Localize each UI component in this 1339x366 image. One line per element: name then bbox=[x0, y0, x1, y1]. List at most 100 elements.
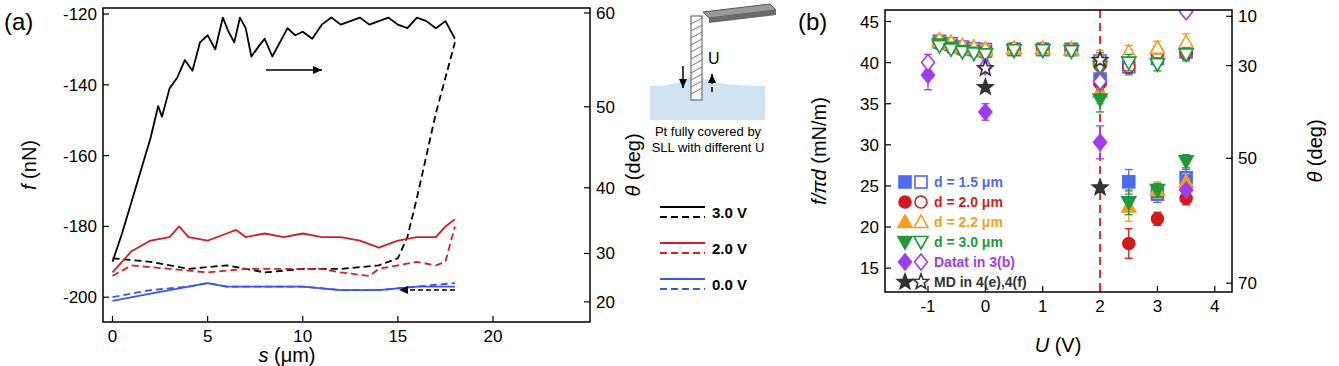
fiber-hatch bbox=[691, 32, 702, 38]
axis-title-unit: (deg) bbox=[1304, 119, 1326, 171]
y2-tick-label: 70 bbox=[1238, 274, 1257, 293]
y-tick bbox=[885, 185, 891, 186]
y-tick bbox=[103, 226, 109, 227]
marker bbox=[1150, 59, 1164, 72]
series-line bbox=[113, 42, 455, 272]
legend-swatch bbox=[660, 242, 705, 244]
marker bbox=[1180, 10, 1193, 20]
axis-title-symbol: s bbox=[258, 344, 268, 366]
x-tick-label: 5 bbox=[203, 327, 212, 346]
plot-frame bbox=[103, 8, 590, 322]
y2-tick bbox=[1226, 65, 1232, 66]
legend-label: 0.0 V bbox=[712, 276, 747, 293]
marker bbox=[899, 176, 911, 188]
x-tick-label: 0 bbox=[108, 327, 117, 346]
axis-title-symbol: θ bbox=[622, 186, 644, 197]
marker bbox=[1092, 180, 1107, 194]
axis-title: s (μm) bbox=[258, 344, 315, 366]
y2-tick bbox=[584, 187, 590, 188]
fiber-hatch bbox=[691, 39, 702, 45]
arrow-head bbox=[313, 66, 322, 74]
y2-tick bbox=[584, 253, 590, 254]
axis-title-unit: (mN/m) bbox=[808, 97, 830, 169]
annotation: U bbox=[708, 50, 720, 67]
x-tick-label: 0 bbox=[981, 297, 990, 316]
legend-label: 2.0 V bbox=[712, 240, 747, 257]
panel-label: (b) bbox=[798, 8, 827, 35]
y-tick-label: 45 bbox=[860, 13, 879, 32]
marker bbox=[1179, 156, 1193, 169]
error-bar-cap bbox=[924, 89, 932, 90]
marker bbox=[1007, 45, 1021, 58]
legend-swatch bbox=[660, 216, 705, 218]
x-tick-label: 4 bbox=[1210, 297, 1219, 316]
series-line bbox=[113, 283, 455, 297]
x-tick-label: 2 bbox=[1095, 297, 1104, 316]
marker bbox=[915, 196, 927, 208]
marker bbox=[1064, 46, 1078, 59]
fiber-hatch bbox=[691, 81, 702, 87]
x-tick-label: 20 bbox=[484, 327, 503, 346]
y-tick bbox=[885, 144, 891, 145]
marker bbox=[898, 215, 912, 228]
y2-tick bbox=[584, 12, 590, 13]
fiber-hatch bbox=[691, 46, 702, 52]
series-line bbox=[113, 226, 455, 276]
fiber bbox=[691, 16, 702, 100]
plot-data bbox=[922, 10, 1194, 292]
axis-title-symbol: θ bbox=[1304, 172, 1326, 183]
axis-title-symbol: f/πd bbox=[808, 168, 830, 205]
y-tick-label: 35 bbox=[860, 95, 879, 114]
y-tick-label: -200 bbox=[63, 288, 97, 307]
y2-tick-label: 50 bbox=[1238, 149, 1257, 168]
marker bbox=[897, 274, 912, 288]
legend-swatch bbox=[660, 252, 705, 254]
axis-title-unit: (V) bbox=[1049, 334, 1081, 356]
y-tick bbox=[885, 103, 891, 104]
panel-label: (a) bbox=[4, 8, 33, 35]
plot-data bbox=[113, 18, 455, 301]
marker bbox=[913, 274, 928, 288]
error-bar-cap bbox=[1125, 74, 1133, 75]
legend-swatch bbox=[660, 288, 705, 290]
y-tick bbox=[103, 13, 109, 14]
marker bbox=[899, 254, 912, 270]
x-tick bbox=[112, 316, 113, 322]
cantilever-side bbox=[709, 10, 776, 23]
fiber-hatch bbox=[691, 25, 702, 31]
y-tick bbox=[103, 297, 109, 298]
arrow bbox=[399, 286, 455, 294]
liquid bbox=[650, 76, 765, 120]
marker bbox=[1093, 94, 1107, 107]
marker bbox=[1007, 45, 1021, 58]
x-tick bbox=[207, 316, 208, 322]
x-tick bbox=[1042, 286, 1043, 292]
panel: (b)-1012341520253035404510305070U (V)f/π… bbox=[798, 4, 1326, 356]
y-tick-label: -160 bbox=[63, 147, 97, 166]
marker bbox=[915, 176, 927, 188]
y-tick bbox=[885, 268, 891, 269]
fiber-hatch bbox=[691, 53, 702, 59]
axis-title: U (V) bbox=[1035, 334, 1082, 356]
plot-frame bbox=[885, 10, 1232, 292]
y2-tick bbox=[1226, 283, 1232, 284]
error-bar-cap bbox=[1096, 125, 1104, 126]
y2-tick bbox=[1226, 158, 1232, 159]
x-tick bbox=[1214, 286, 1215, 292]
legend-label: Datat in 3(b) bbox=[934, 254, 1015, 270]
y-tick-label: 25 bbox=[860, 177, 879, 196]
marker bbox=[915, 254, 928, 270]
fiber-hatch bbox=[691, 60, 702, 66]
marker bbox=[922, 55, 935, 71]
y2-tick bbox=[584, 106, 590, 107]
arrow-head bbox=[679, 79, 687, 88]
marker bbox=[1150, 41, 1164, 54]
marker bbox=[1122, 197, 1136, 210]
arrow-head bbox=[708, 74, 716, 83]
marker bbox=[1064, 46, 1078, 59]
axis-title-symbol: U bbox=[1035, 334, 1050, 356]
y-tick bbox=[885, 62, 891, 63]
x-tick-label: -1 bbox=[920, 297, 935, 316]
x-tick bbox=[302, 316, 303, 322]
y-tick-label: 30 bbox=[860, 136, 879, 155]
